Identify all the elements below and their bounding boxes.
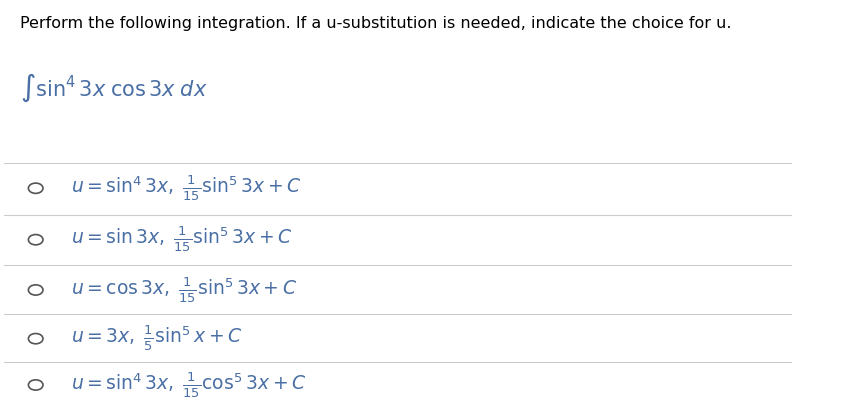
Text: $u = \sin^4 3x, \; \frac{1}{15}\sin^5 3x + C$: $u = \sin^4 3x, \; \frac{1}{15}\sin^5 3x… xyxy=(71,173,302,203)
Text: $u = \cos 3x, \; \frac{1}{15}\sin^5 3x + C$: $u = \cos 3x, \; \frac{1}{15}\sin^5 3x +… xyxy=(71,275,297,305)
Text: $u = \sin^4 3x, \; \frac{1}{15}\cos^5 3x + C$: $u = \sin^4 3x, \; \frac{1}{15}\cos^5 3x… xyxy=(71,370,307,400)
Text: $u = \sin 3x, \; \frac{1}{15}\sin^5 3x + C$: $u = \sin 3x, \; \frac{1}{15}\sin^5 3x +… xyxy=(71,225,293,254)
Text: Perform the following integration. If a u-substitution is needed, indicate the c: Perform the following integration. If a … xyxy=(20,16,731,31)
Text: $\int \sin^4 3x \; \cos 3x \; dx$: $\int \sin^4 3x \; \cos 3x \; dx$ xyxy=(20,72,207,104)
Text: $u = 3x, \; \frac{1}{5}\sin^5 x + C$: $u = 3x, \; \frac{1}{5}\sin^5 x + C$ xyxy=(71,324,243,353)
